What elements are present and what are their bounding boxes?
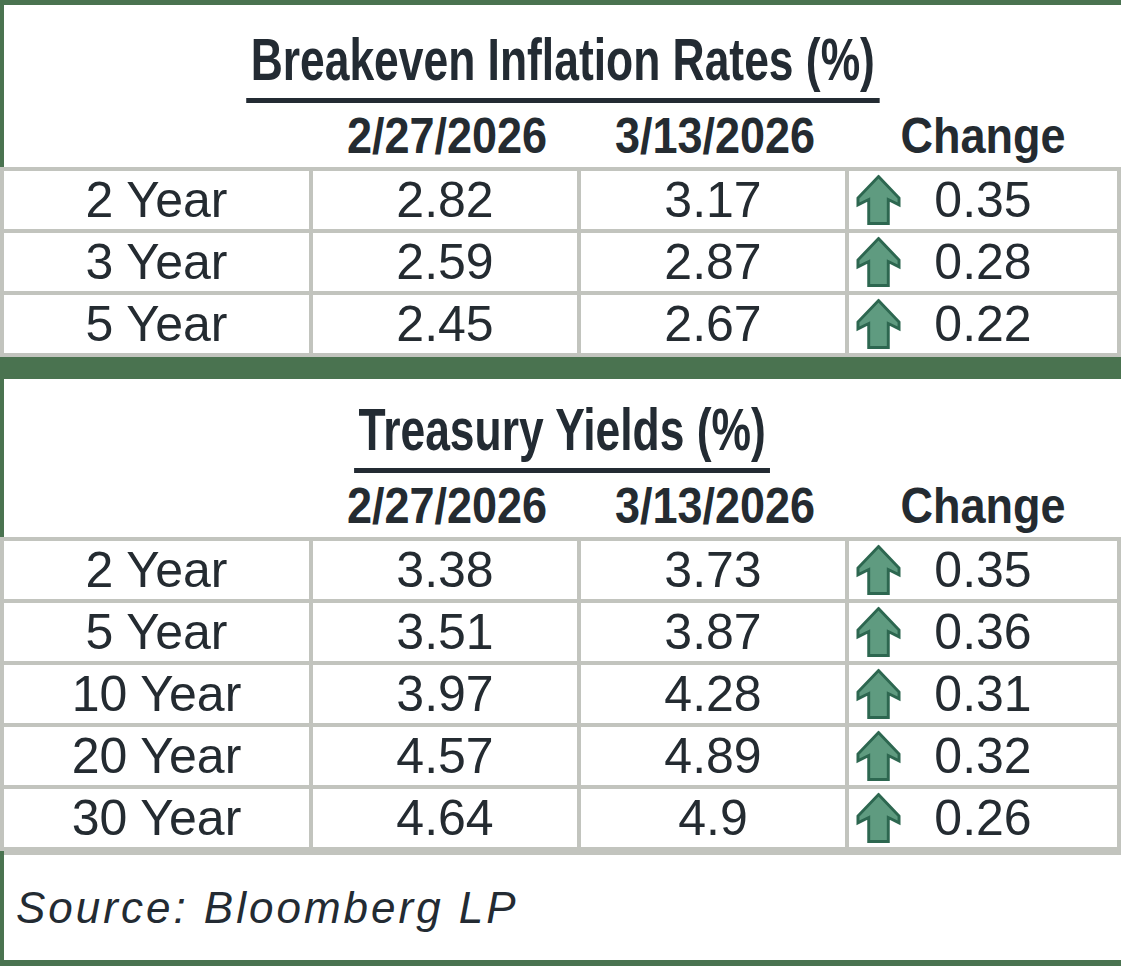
value-cell-date-2: 3.87 — [581, 603, 849, 661]
value-cell-date-1: 3.38 — [313, 541, 581, 599]
value-cell-date-1: 2.82 — [313, 171, 581, 229]
change-value: 0.28 — [934, 237, 1031, 287]
change-cell: 0.35 — [849, 541, 1117, 599]
up-arrow-icon — [856, 793, 901, 844]
table-row: 30 Year 4.64 4.9 0.26 — [4, 789, 1117, 847]
treasury-rows-block: 2 Year 3.38 3.73 0.35 5 Year 3.51 3.87 0… — [0, 537, 1121, 851]
treasury-header-date-1: 2/27/2026 — [326, 481, 567, 531]
value-cell-date-1: 2.59 — [313, 233, 581, 291]
rates-sheet: Breakeven Inflation Rates (%) 2/27/2026 … — [0, 0, 1121, 966]
value-cell-date-1: 4.64 — [313, 789, 581, 847]
breakeven-header-change: Change — [862, 111, 1103, 161]
breakeven-header-row: 2/27/2026 3/13/2026 Change — [4, 103, 1121, 167]
up-arrow-icon — [856, 545, 901, 596]
value-cell-date-2: 2.87 — [581, 233, 849, 291]
value-cell-date-1: 2.45 — [313, 295, 581, 353]
up-arrow-icon — [856, 237, 901, 288]
value-cell-date-2: 4.89 — [581, 727, 849, 785]
table-row: 2 Year 2.82 3.17 0.35 — [4, 171, 1117, 233]
change-cell: 0.35 — [849, 171, 1117, 229]
up-arrow-icon — [856, 299, 901, 350]
up-arrow-icon — [856, 669, 901, 720]
treasury-header-row: 2/27/2026 3/13/2026 Change — [4, 473, 1121, 537]
change-value: 0.35 — [934, 545, 1031, 595]
treasury-table-title: Treasury Yields (%) — [354, 397, 770, 473]
change-cell: 0.28 — [849, 233, 1117, 291]
breakeven-title-area: Breakeven Inflation Rates (%) — [4, 5, 1121, 103]
value-cell-date-2: 4.9 — [581, 789, 849, 847]
row-label: 2 Year — [4, 171, 313, 229]
change-value: 0.36 — [934, 607, 1031, 657]
value-cell-date-2: 4.28 — [581, 665, 849, 723]
value-cell-date-2: 2.67 — [581, 295, 849, 353]
table-row: 5 Year 3.51 3.87 0.36 — [4, 603, 1117, 665]
value-cell-date-1: 3.97 — [313, 665, 581, 723]
table-row: 10 Year 3.97 4.28 0.31 — [4, 665, 1117, 727]
up-arrow-icon — [856, 175, 901, 226]
change-value: 0.22 — [934, 299, 1031, 349]
row-label: 10 Year — [4, 665, 313, 723]
up-arrow-icon — [856, 731, 901, 782]
source-note: Source: Bloomberg LP — [4, 851, 1121, 960]
row-label: 5 Year — [4, 295, 313, 353]
treasury-header-change: Change — [862, 481, 1103, 531]
change-value: 0.31 — [934, 669, 1031, 719]
value-cell-date-1: 4.57 — [313, 727, 581, 785]
row-label: 3 Year — [4, 233, 313, 291]
breakeven-header-date-2: 3/13/2026 — [594, 111, 835, 161]
value-cell-date-2: 3.17 — [581, 171, 849, 229]
change-cell: 0.31 — [849, 665, 1117, 723]
row-label: 5 Year — [4, 603, 313, 661]
table-row: 20 Year 4.57 4.89 0.32 — [4, 727, 1117, 789]
row-label: 2 Year — [4, 541, 313, 599]
change-value: 0.26 — [934, 793, 1031, 843]
change-cell: 0.26 — [849, 789, 1117, 847]
table-row: 2 Year 3.38 3.73 0.35 — [4, 541, 1117, 603]
value-cell-date-2: 3.73 — [581, 541, 849, 599]
row-label: 30 Year — [4, 789, 313, 847]
row-label: 20 Year — [4, 727, 313, 785]
change-value: 0.32 — [934, 731, 1031, 781]
treasury-header-date-2: 3/13/2026 — [594, 481, 835, 531]
breakeven-rows-block: 2 Year 2.82 3.17 0.35 3 Year 2.59 2.87 0… — [0, 167, 1121, 357]
value-cell-date-1: 3.51 — [313, 603, 581, 661]
up-arrow-icon — [856, 607, 901, 658]
change-cell: 0.32 — [849, 727, 1117, 785]
table-row: 5 Year 2.45 2.67 0.22 — [4, 295, 1117, 353]
breakeven-header-date-1: 2/27/2026 — [326, 111, 567, 161]
separator-band — [0, 357, 1121, 379]
change-cell: 0.36 — [849, 603, 1117, 661]
change-cell: 0.22 — [849, 295, 1117, 353]
breakeven-table-title: Breakeven Inflation Rates (%) — [246, 27, 879, 103]
table-row: 3 Year 2.59 2.87 0.28 — [4, 233, 1117, 295]
change-value: 0.35 — [934, 175, 1031, 225]
treasury-title-area: Treasury Yields (%) — [4, 379, 1121, 473]
